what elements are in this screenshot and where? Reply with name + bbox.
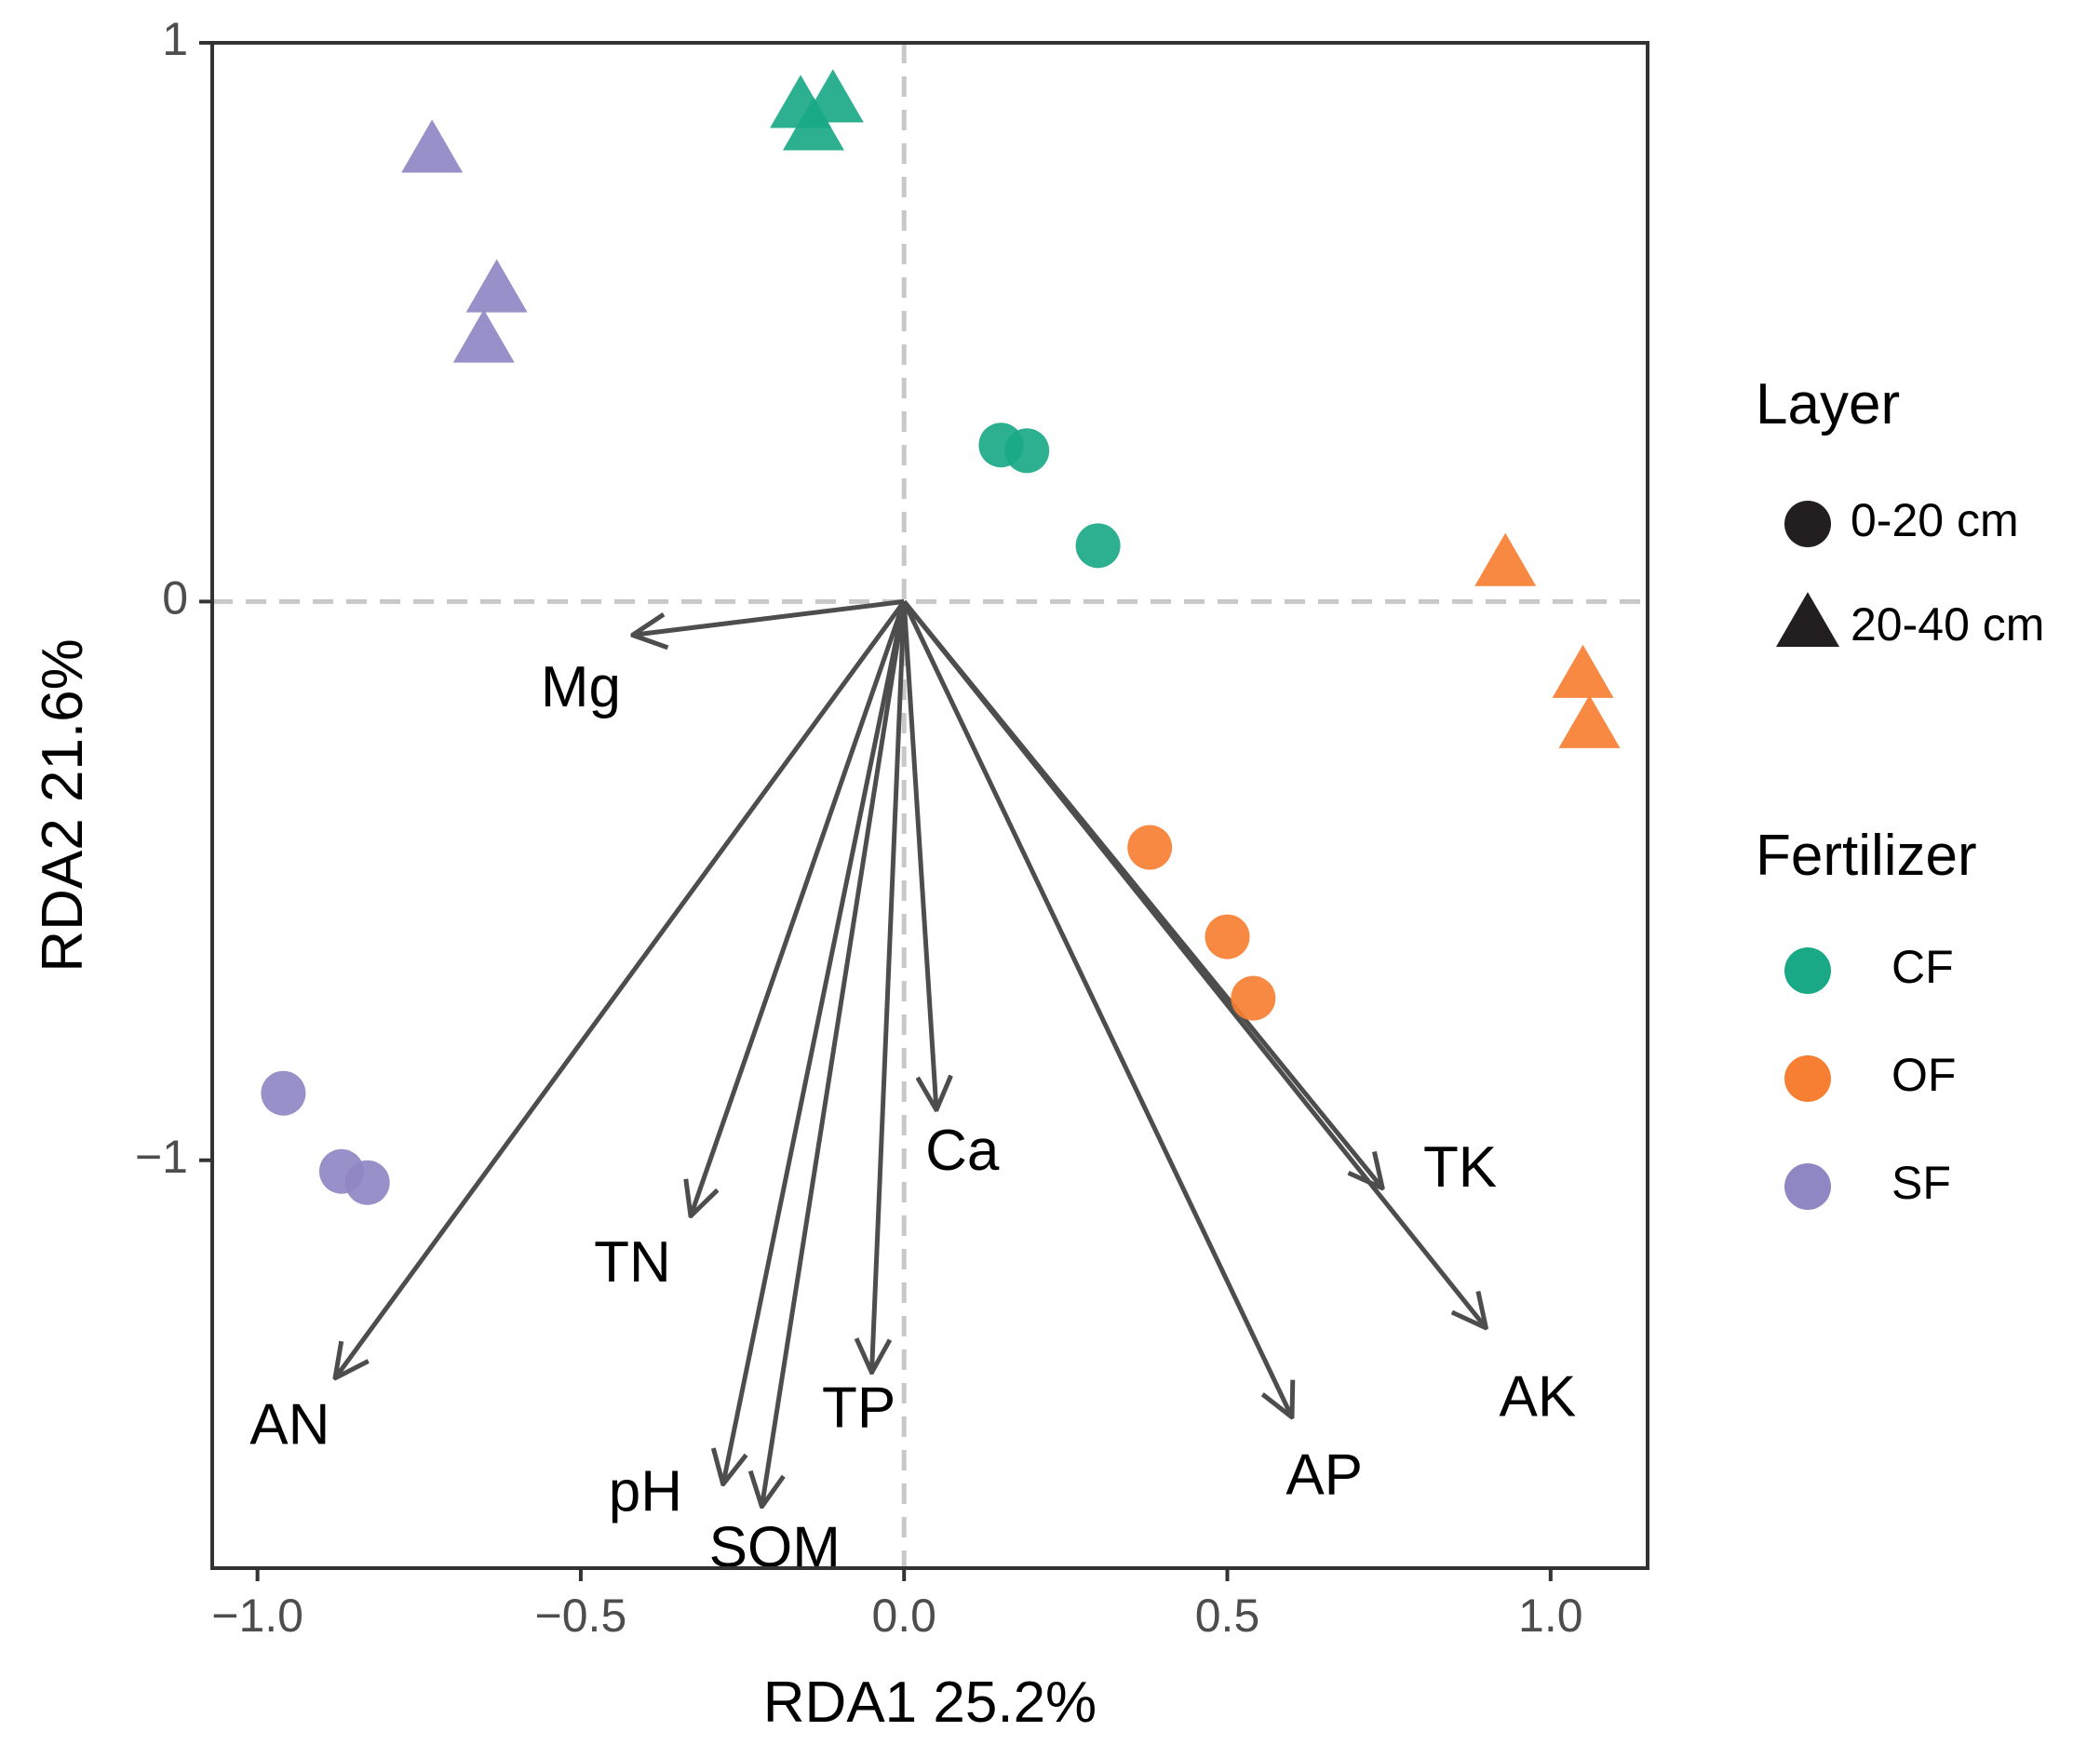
arrow-label-tk: TK xyxy=(1423,1135,1497,1200)
arrow-tn xyxy=(691,600,907,1215)
legend-key-of-icon xyxy=(1784,1055,1831,1102)
point-of-circle xyxy=(1231,975,1276,1021)
y-axis-title: RDA2 21.6% xyxy=(31,638,95,972)
legend-layer-items: 0-20 cm 20-40 cm xyxy=(1776,494,2044,651)
arrow-label-mg: Mg xyxy=(541,655,621,719)
point-of-triangle xyxy=(1474,532,1537,586)
legend-layer-label: 20-40 cm xyxy=(1851,598,2044,651)
arrow-ap xyxy=(901,600,1292,1417)
x-axis-title: RDA1 25.2% xyxy=(763,1671,1097,1735)
legend-fertilizer-items: CF OF SF xyxy=(1784,941,1956,1210)
arrow-label-tn: TN xyxy=(594,1230,671,1295)
arrow-ph xyxy=(723,600,907,1484)
point-cf-circle xyxy=(1004,428,1050,474)
legend-fertilizer-label: SF xyxy=(1891,1157,1951,1209)
point-sf-circle xyxy=(344,1160,390,1205)
arrow-label-som: SOM xyxy=(709,1515,841,1579)
x-tick-label: 0.0 xyxy=(871,1590,936,1642)
arrow-tp xyxy=(871,601,907,1373)
x-tick-label: −0.5 xyxy=(535,1590,627,1642)
x-tick-label: 0.5 xyxy=(1195,1590,1260,1642)
y-axis: 1 0 −1 xyxy=(135,13,212,1183)
point-cf-circle xyxy=(1075,523,1121,569)
y-tick-label: 0 xyxy=(162,572,188,624)
legend-key-cf-icon xyxy=(1784,947,1831,994)
arrow-label-an: AN xyxy=(249,1392,330,1456)
legend-layer-title: Layer xyxy=(1756,372,1900,436)
reference-lines xyxy=(212,43,1648,1568)
point-sf-triangle xyxy=(465,259,528,313)
arrow-label-ap: AP xyxy=(1286,1443,1363,1507)
legend-fertilizer-label: CF xyxy=(1891,941,1954,993)
point-of-triangle xyxy=(1558,694,1621,748)
legend-key-triangle-icon xyxy=(1776,592,1839,648)
arrow-labels: Mg Ca TN AN TP pH SOM AP TK AK xyxy=(249,655,1576,1580)
point-of-circle xyxy=(1205,914,1250,960)
arrow-label-ph: pH xyxy=(609,1459,682,1523)
arrow-an xyxy=(335,599,907,1378)
legend-key-sf-icon xyxy=(1784,1163,1831,1210)
point-of-circle xyxy=(1127,825,1173,870)
arrow-ca xyxy=(901,601,936,1109)
point-sf-triangle xyxy=(452,309,515,363)
point-cf-triangle xyxy=(782,97,844,151)
legend-key-circle-icon xyxy=(1784,501,1831,547)
arrow-mg xyxy=(632,598,905,635)
x-axis: −1.0 −0.5 0.0 0.5 1.0 xyxy=(211,1568,1583,1642)
legend: Layer 0-20 cm 20-40 cm Fertilizer CF OF SF xyxy=(1756,372,2044,1210)
biplot-arrows xyxy=(335,598,1486,1507)
x-tick-label: 1.0 xyxy=(1518,1590,1583,1642)
arrow-ak xyxy=(902,599,1486,1327)
point-of-triangle xyxy=(1552,644,1614,698)
y-tick-label: 1 xyxy=(162,13,188,65)
arrow-label-ak: AK xyxy=(1500,1364,1577,1429)
point-sf-circle xyxy=(261,1070,306,1116)
plot-frame xyxy=(210,41,1649,1570)
legend-fertilizer-title: Fertilizer xyxy=(1756,824,1977,888)
y-tick-label: −1 xyxy=(135,1131,188,1183)
legend-fertilizer-label: OF xyxy=(1891,1049,1956,1101)
arrow-som xyxy=(761,600,907,1507)
point-sf-triangle xyxy=(401,119,464,173)
legend-layer-label: 0-20 cm xyxy=(1851,494,2019,546)
arrow-label-ca: Ca xyxy=(925,1119,1000,1183)
sample-points xyxy=(261,69,1621,1205)
x-tick-label: −1.0 xyxy=(211,1590,303,1642)
arrow-label-tp: TP xyxy=(822,1376,895,1440)
